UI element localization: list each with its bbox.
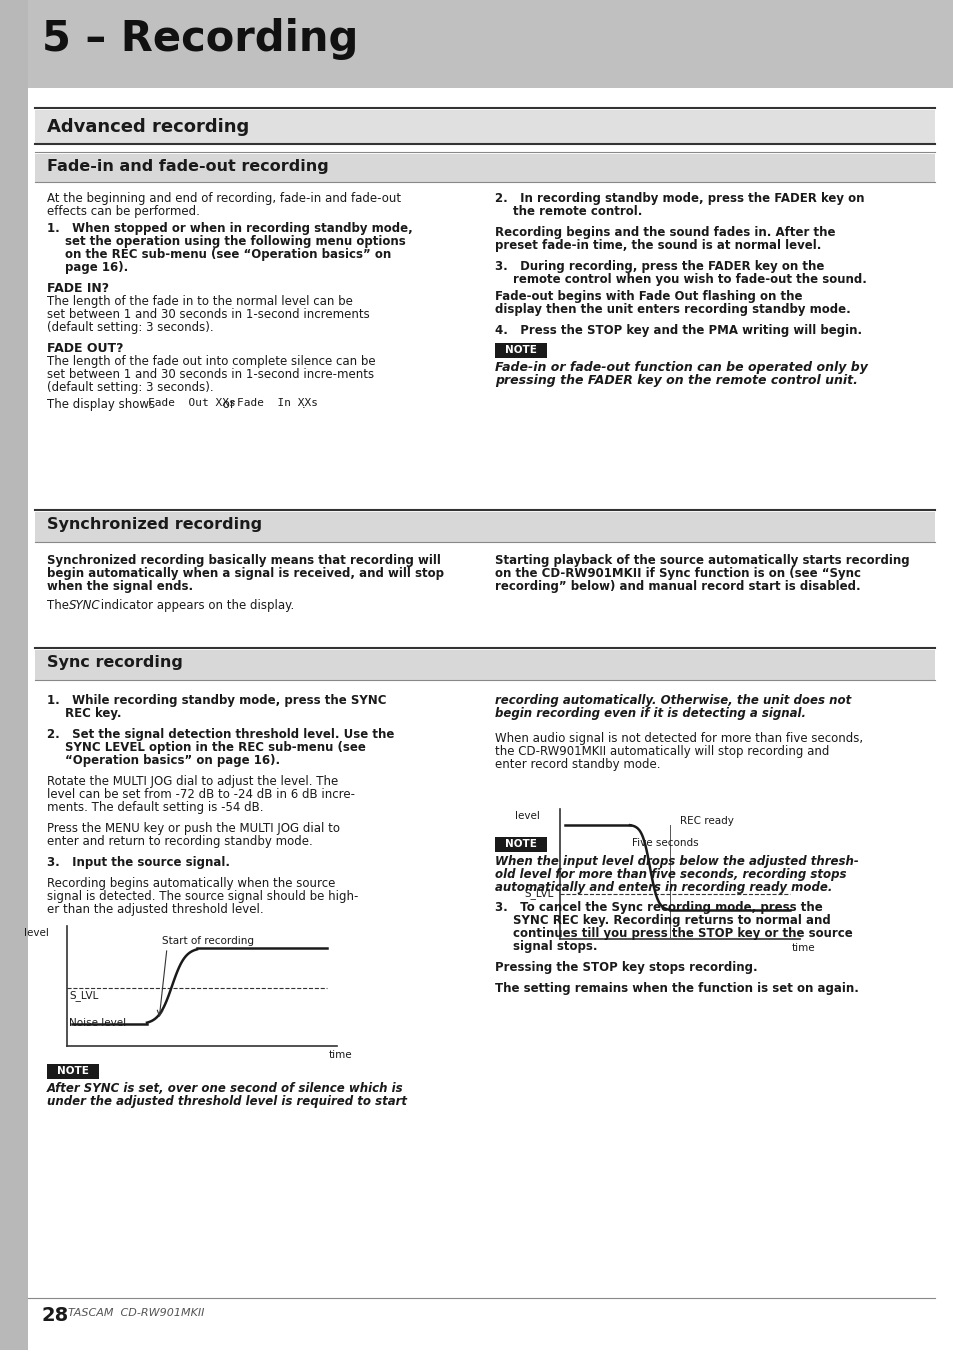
Text: Advanced recording: Advanced recording — [47, 117, 249, 136]
Text: Fade  Out XXs: Fade Out XXs — [148, 398, 235, 408]
Text: level: level — [24, 927, 49, 938]
Text: SYNC LEVEL option in the REC sub-menu (see: SYNC LEVEL option in the REC sub-menu (s… — [65, 741, 366, 755]
Text: “Operation basics” on page 16).: “Operation basics” on page 16). — [65, 755, 280, 767]
Text: Press the MENU key or push the MULTI JOG dial to: Press the MENU key or push the MULTI JOG… — [47, 822, 339, 836]
Text: effects can be performed.: effects can be performed. — [47, 205, 200, 217]
Text: The display shows: The display shows — [47, 398, 159, 410]
Text: time: time — [329, 1050, 353, 1060]
Text: set between 1 and 30 seconds in 1-second incre-ments: set between 1 and 30 seconds in 1-second… — [47, 369, 374, 381]
Text: 2.   In recording standby mode, press the FADER key on: 2. In recording standby mode, press the … — [495, 192, 863, 205]
Text: er than the adjusted threshold level.: er than the adjusted threshold level. — [47, 903, 263, 917]
Text: Recording begins and the sound fades in. After the: Recording begins and the sound fades in.… — [495, 225, 835, 239]
Text: recording automatically. Otherwise, the unit does not: recording automatically. Otherwise, the … — [495, 694, 850, 707]
Text: .: . — [302, 398, 305, 410]
Bar — [28, 0, 953, 88]
Text: TASCAM  CD-RW901MKII: TASCAM CD-RW901MKII — [68, 1308, 204, 1318]
Text: indicator appears on the display.: indicator appears on the display. — [97, 599, 294, 612]
Text: Starting playback of the source automatically starts recording: Starting playback of the source automati… — [495, 554, 908, 567]
Text: After SYNC is set, over one second of silence which is: After SYNC is set, over one second of si… — [47, 1081, 403, 1095]
Text: on the REC sub-menu (see “Operation basics” on: on the REC sub-menu (see “Operation basi… — [65, 248, 391, 261]
Text: At the beginning and end of recording, fade-in and fade-out: At the beginning and end of recording, f… — [47, 192, 400, 205]
Text: Fade-out begins with Fade Out flashing on the: Fade-out begins with Fade Out flashing o… — [495, 290, 801, 302]
Text: (default setting: 3 seconds).: (default setting: 3 seconds). — [47, 321, 213, 333]
Bar — [0, 0, 28, 1350]
Text: Synchronized recording: Synchronized recording — [47, 517, 262, 532]
Text: continues till you press the STOP key or the source: continues till you press the STOP key or… — [513, 927, 852, 940]
Text: FADE OUT?: FADE OUT? — [47, 342, 123, 355]
Text: SYNC: SYNC — [69, 599, 100, 612]
Text: remote control when you wish to fade-out the sound.: remote control when you wish to fade-out… — [513, 273, 866, 286]
Text: automatically and enters in recording ready mode.: automatically and enters in recording re… — [495, 882, 832, 894]
Text: 3.   To cancel the Sync recording mode, press the: 3. To cancel the Sync recording mode, pr… — [495, 900, 821, 914]
Text: page 16).: page 16). — [65, 261, 128, 274]
Text: enter and return to recording standby mode.: enter and return to recording standby mo… — [47, 836, 313, 848]
Text: the CD-RW901MKII automatically will stop recording and: the CD-RW901MKII automatically will stop… — [495, 745, 828, 757]
Text: NOTE: NOTE — [57, 1066, 89, 1076]
Text: Fade  In XXs: Fade In XXs — [236, 398, 317, 408]
Text: level can be set from -72 dB to -24 dB in 6 dB incre-: level can be set from -72 dB to -24 dB i… — [47, 788, 355, 801]
Text: time: time — [791, 944, 815, 953]
Text: SYNC REC key. Recording returns to normal and: SYNC REC key. Recording returns to norma… — [513, 914, 830, 927]
Text: 3.   During recording, press the FADER key on the: 3. During recording, press the FADER key… — [495, 261, 823, 273]
Text: S_LVL: S_LVL — [523, 888, 553, 899]
Text: Sync recording: Sync recording — [47, 655, 183, 670]
Text: 4.   Press the STOP key and the PMA writing will begin.: 4. Press the STOP key and the PMA writin… — [495, 324, 862, 338]
Text: or: or — [219, 398, 238, 410]
Text: old level for more than five seconds, recording stops: old level for more than five seconds, re… — [495, 868, 845, 882]
Text: pressing the FADER key on the remote control unit.: pressing the FADER key on the remote con… — [495, 374, 857, 387]
Text: Recording begins automatically when the source: Recording begins automatically when the … — [47, 878, 335, 890]
Text: set between 1 and 30 seconds in 1-second increments: set between 1 and 30 seconds in 1-second… — [47, 308, 370, 321]
Text: level: level — [515, 811, 539, 821]
Bar — [35, 512, 934, 541]
Text: FADE IN?: FADE IN? — [47, 282, 109, 296]
Text: on the CD-RW901MKII if Sync function is on (see “Sync: on the CD-RW901MKII if Sync function is … — [495, 567, 861, 580]
Text: ments. The default setting is -54 dB.: ments. The default setting is -54 dB. — [47, 801, 263, 814]
Bar — [35, 109, 934, 144]
Bar — [47, 1064, 99, 1079]
Text: The setting remains when the function is set on again.: The setting remains when the function is… — [495, 981, 858, 995]
Text: 3.   Input the source signal.: 3. Input the source signal. — [47, 856, 230, 869]
Text: under the adjusted threshold level is required to start: under the adjusted threshold level is re… — [47, 1095, 407, 1108]
Text: when the signal ends.: when the signal ends. — [47, 580, 193, 593]
Text: The length of the fade out into complete silence can be: The length of the fade out into complete… — [47, 355, 375, 369]
Text: recording” below) and manual record start is disabled.: recording” below) and manual record star… — [495, 580, 860, 593]
Text: the remote control.: the remote control. — [513, 205, 641, 217]
Text: 28: 28 — [42, 1305, 70, 1324]
Text: begin automatically when a signal is received, and will stop: begin automatically when a signal is rec… — [47, 567, 443, 580]
Text: REC key.: REC key. — [65, 707, 121, 720]
Text: 1.   While recording standby mode, press the SYNC: 1. While recording standby mode, press t… — [47, 694, 386, 707]
Text: When the input level drops below the adjusted thresh-: When the input level drops below the adj… — [495, 855, 858, 868]
Text: Start of recording: Start of recording — [162, 936, 253, 946]
Text: (default setting: 3 seconds).: (default setting: 3 seconds). — [47, 381, 213, 394]
Text: NOTE: NOTE — [504, 346, 537, 355]
Text: REC ready: REC ready — [679, 815, 733, 825]
Text: S_LVL: S_LVL — [69, 991, 98, 1002]
Text: 5 – Recording: 5 – Recording — [42, 18, 358, 59]
Text: NOTE: NOTE — [504, 838, 537, 849]
Text: Pressing the STOP key stops recording.: Pressing the STOP key stops recording. — [495, 961, 757, 973]
Text: The length of the fade in to the normal level can be: The length of the fade in to the normal … — [47, 296, 353, 308]
Text: Fade-in or fade-out function can be operated only by: Fade-in or fade-out function can be oper… — [495, 360, 867, 374]
Text: display then the unit enters recording standby mode.: display then the unit enters recording s… — [495, 302, 850, 316]
Text: signal stops.: signal stops. — [513, 940, 597, 953]
Text: 1.   When stopped or when in recording standby mode,: 1. When stopped or when in recording sta… — [47, 221, 413, 235]
Text: begin recording even if it is detecting a signal.: begin recording even if it is detecting … — [495, 707, 805, 720]
Text: Fade-in and fade-out recording: Fade-in and fade-out recording — [47, 159, 329, 174]
Text: set the operation using the following menu options: set the operation using the following me… — [65, 235, 405, 248]
Bar — [35, 154, 934, 182]
Text: When audio signal is not detected for more than five seconds,: When audio signal is not detected for mo… — [495, 732, 862, 745]
Text: Five seconds: Five seconds — [631, 837, 698, 848]
Text: Rotate the MULTI JOG dial to adjust the level. The: Rotate the MULTI JOG dial to adjust the … — [47, 775, 338, 788]
Bar — [495, 343, 546, 358]
Text: The: The — [47, 599, 72, 612]
Bar — [35, 649, 934, 680]
Text: 2.   Set the signal detection threshold level. Use the: 2. Set the signal detection threshold le… — [47, 728, 394, 741]
Text: enter record standby mode.: enter record standby mode. — [495, 757, 659, 771]
Bar — [495, 837, 546, 852]
Text: preset fade-in time, the sound is at normal level.: preset fade-in time, the sound is at nor… — [495, 239, 821, 252]
Text: Synchronized recording basically means that recording will: Synchronized recording basically means t… — [47, 554, 440, 567]
Text: signal is detected. The source signal should be high-: signal is detected. The source signal sh… — [47, 890, 358, 903]
Text: Noise level: Noise level — [69, 1018, 126, 1027]
